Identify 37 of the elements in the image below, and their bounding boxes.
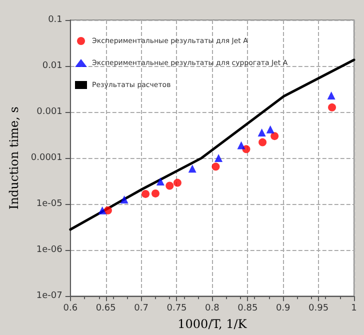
- point: [173, 178, 182, 187]
- y-tick-label: 0.0001: [30, 153, 62, 164]
- point: [156, 177, 164, 186]
- y-axis-title: Induction time, s: [7, 106, 21, 210]
- point: [214, 154, 223, 162]
- y-tick-label: 1e-06: [36, 245, 63, 256]
- point: [166, 182, 174, 190]
- point: [270, 132, 279, 140]
- x-tick-label: 0.9: [276, 304, 291, 314]
- x-tick-label: 0.75: [166, 304, 187, 314]
- x-tick-label: 0.85: [238, 304, 258, 314]
- point: [151, 189, 160, 198]
- x-tick-label: 0.8: [205, 304, 220, 314]
- x-tick-label: 0.6: [63, 304, 78, 314]
- point: [328, 103, 336, 112]
- x-tick-label: 0.7: [134, 304, 148, 314]
- point: [212, 162, 220, 171]
- point: [266, 125, 274, 134]
- y-tick-label: 0.1: [48, 15, 62, 25]
- point: [188, 164, 196, 173]
- y-tick-label: 1e-05: [36, 199, 62, 210]
- point: [258, 128, 266, 136]
- y-tick-label: 1e-07: [36, 291, 62, 302]
- y-tick-label: 0.01: [42, 61, 62, 72]
- x-tick-label: 1: [351, 304, 357, 314]
- point: [237, 141, 246, 150]
- point: [327, 92, 336, 100]
- point: [104, 206, 112, 214]
- point: [142, 190, 150, 198]
- x-tick-label: 0.95: [308, 304, 329, 314]
- x-axis-title: 1000/T, 1/K: [178, 317, 248, 331]
- point: [120, 195, 128, 204]
- line-series: [69, 58, 356, 231]
- y-tick-label: 0.001: [36, 107, 62, 118]
- point: [98, 206, 106, 214]
- point: [258, 138, 267, 146]
- x-tick-label: 0.65: [96, 304, 116, 314]
